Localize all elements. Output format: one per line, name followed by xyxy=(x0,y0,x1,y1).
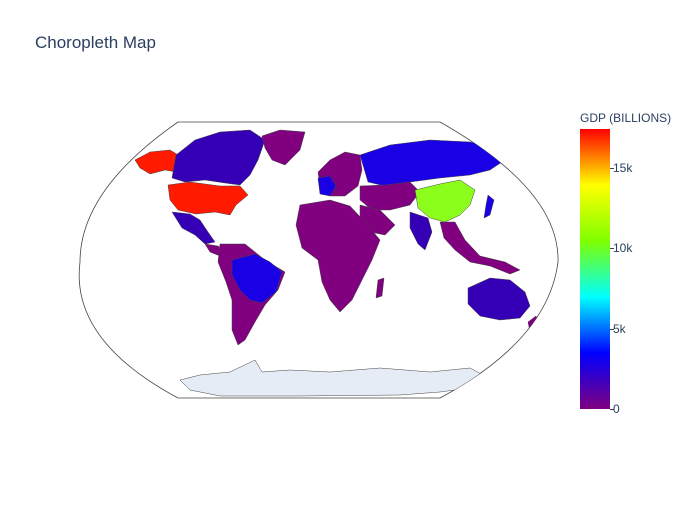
region-australia[interactable] xyxy=(467,277,531,321)
colorbar-title: GDP (BILLIONS) xyxy=(580,111,672,125)
region-china[interactable] xyxy=(414,179,476,223)
colorbar-tick-label: 10k xyxy=(613,241,633,256)
region-antarctica[interactable] xyxy=(179,359,486,397)
region-western-europe[interactable] xyxy=(317,175,337,197)
region-madagascar[interactable] xyxy=(375,277,385,299)
region-canada[interactable] xyxy=(171,129,266,186)
region-greenland[interactable] xyxy=(261,129,306,166)
region-africa[interactable] xyxy=(295,199,381,313)
region-southeast-asia[interactable] xyxy=(439,221,521,275)
region-mexico[interactable] xyxy=(171,211,216,245)
region-japan[interactable] xyxy=(483,194,495,219)
region-central-asia[interactable] xyxy=(359,181,421,211)
region-india[interactable] xyxy=(409,211,433,251)
chart-title: Choropleth Map xyxy=(35,33,156,52)
region-usa[interactable] xyxy=(167,181,249,216)
colorbar-tick-mark xyxy=(610,248,614,250)
colorbar-tick-label: 15k xyxy=(613,160,633,175)
colorbar-tick-label: 5k xyxy=(613,321,626,336)
colorbar-tick-mark xyxy=(610,167,614,169)
colorbar-tick-label: 0 xyxy=(613,402,620,416)
colorbar-tick-mark xyxy=(610,409,614,410)
colorbar xyxy=(580,129,610,409)
colorbar-tick-mark xyxy=(610,328,614,330)
region-brazil[interactable] xyxy=(231,253,283,304)
